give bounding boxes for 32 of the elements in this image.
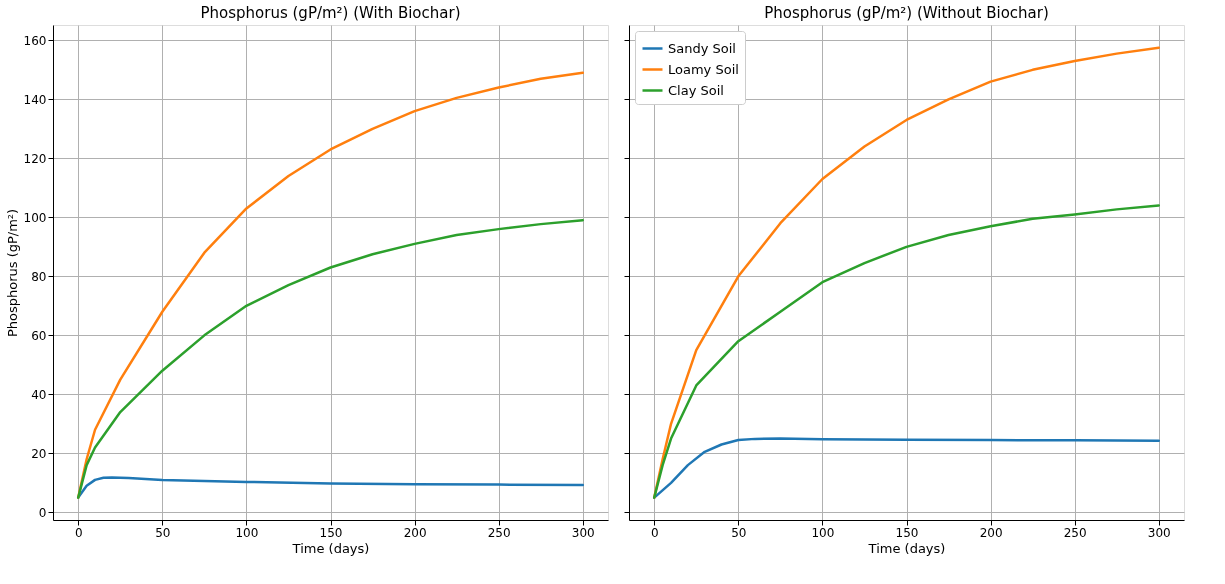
- line-series: [76, 219, 585, 499]
- legend-label: Loamy Soil: [668, 61, 739, 77]
- x-axis-title: Time (days): [291, 540, 370, 556]
- y-tick-label: 120: [23, 151, 47, 166]
- y-tick-label: 140: [23, 92, 47, 107]
- x-axis-title: Time (days): [867, 540, 946, 556]
- x-tick-label: 50: [731, 525, 747, 540]
- x-tick-label: 200: [403, 525, 427, 540]
- x-tick-label: 0: [650, 525, 659, 540]
- x-tick-label: 300: [571, 525, 595, 540]
- y-tick-label: 100: [23, 210, 47, 225]
- x-tick-label: 200: [979, 525, 1003, 540]
- y-tick-label: 160: [23, 33, 47, 48]
- x-tick-label: 250: [1063, 525, 1087, 540]
- y-tick-label: 40: [31, 387, 47, 402]
- x-tick-label: 150: [895, 525, 919, 540]
- y-axis-title: Phosphorus (gP/m²): [4, 208, 20, 338]
- y-tick-label: 60: [31, 328, 47, 343]
- x-tick-label: 150: [319, 525, 343, 540]
- legend-label: Clay Soil: [668, 82, 724, 98]
- chart-title: Phosphorus (gP/m²) (With Biochar): [200, 4, 461, 22]
- x-tick-label: 100: [811, 525, 835, 540]
- y-tick-label: 20: [31, 446, 47, 461]
- x-tick-label: 100: [235, 525, 259, 540]
- y-tick-label: 0: [38, 505, 47, 520]
- chart-title: Phosphorus (gP/m²) (Without Biochar): [764, 4, 1049, 22]
- x-tick-label: 300: [1147, 525, 1171, 540]
- legend-label: Sandy Soil: [668, 40, 736, 56]
- x-tick-label: 50: [155, 525, 171, 540]
- x-tick-label: 0: [74, 525, 83, 540]
- y-tick-label: 80: [31, 269, 47, 284]
- x-tick-label: 250: [487, 525, 511, 540]
